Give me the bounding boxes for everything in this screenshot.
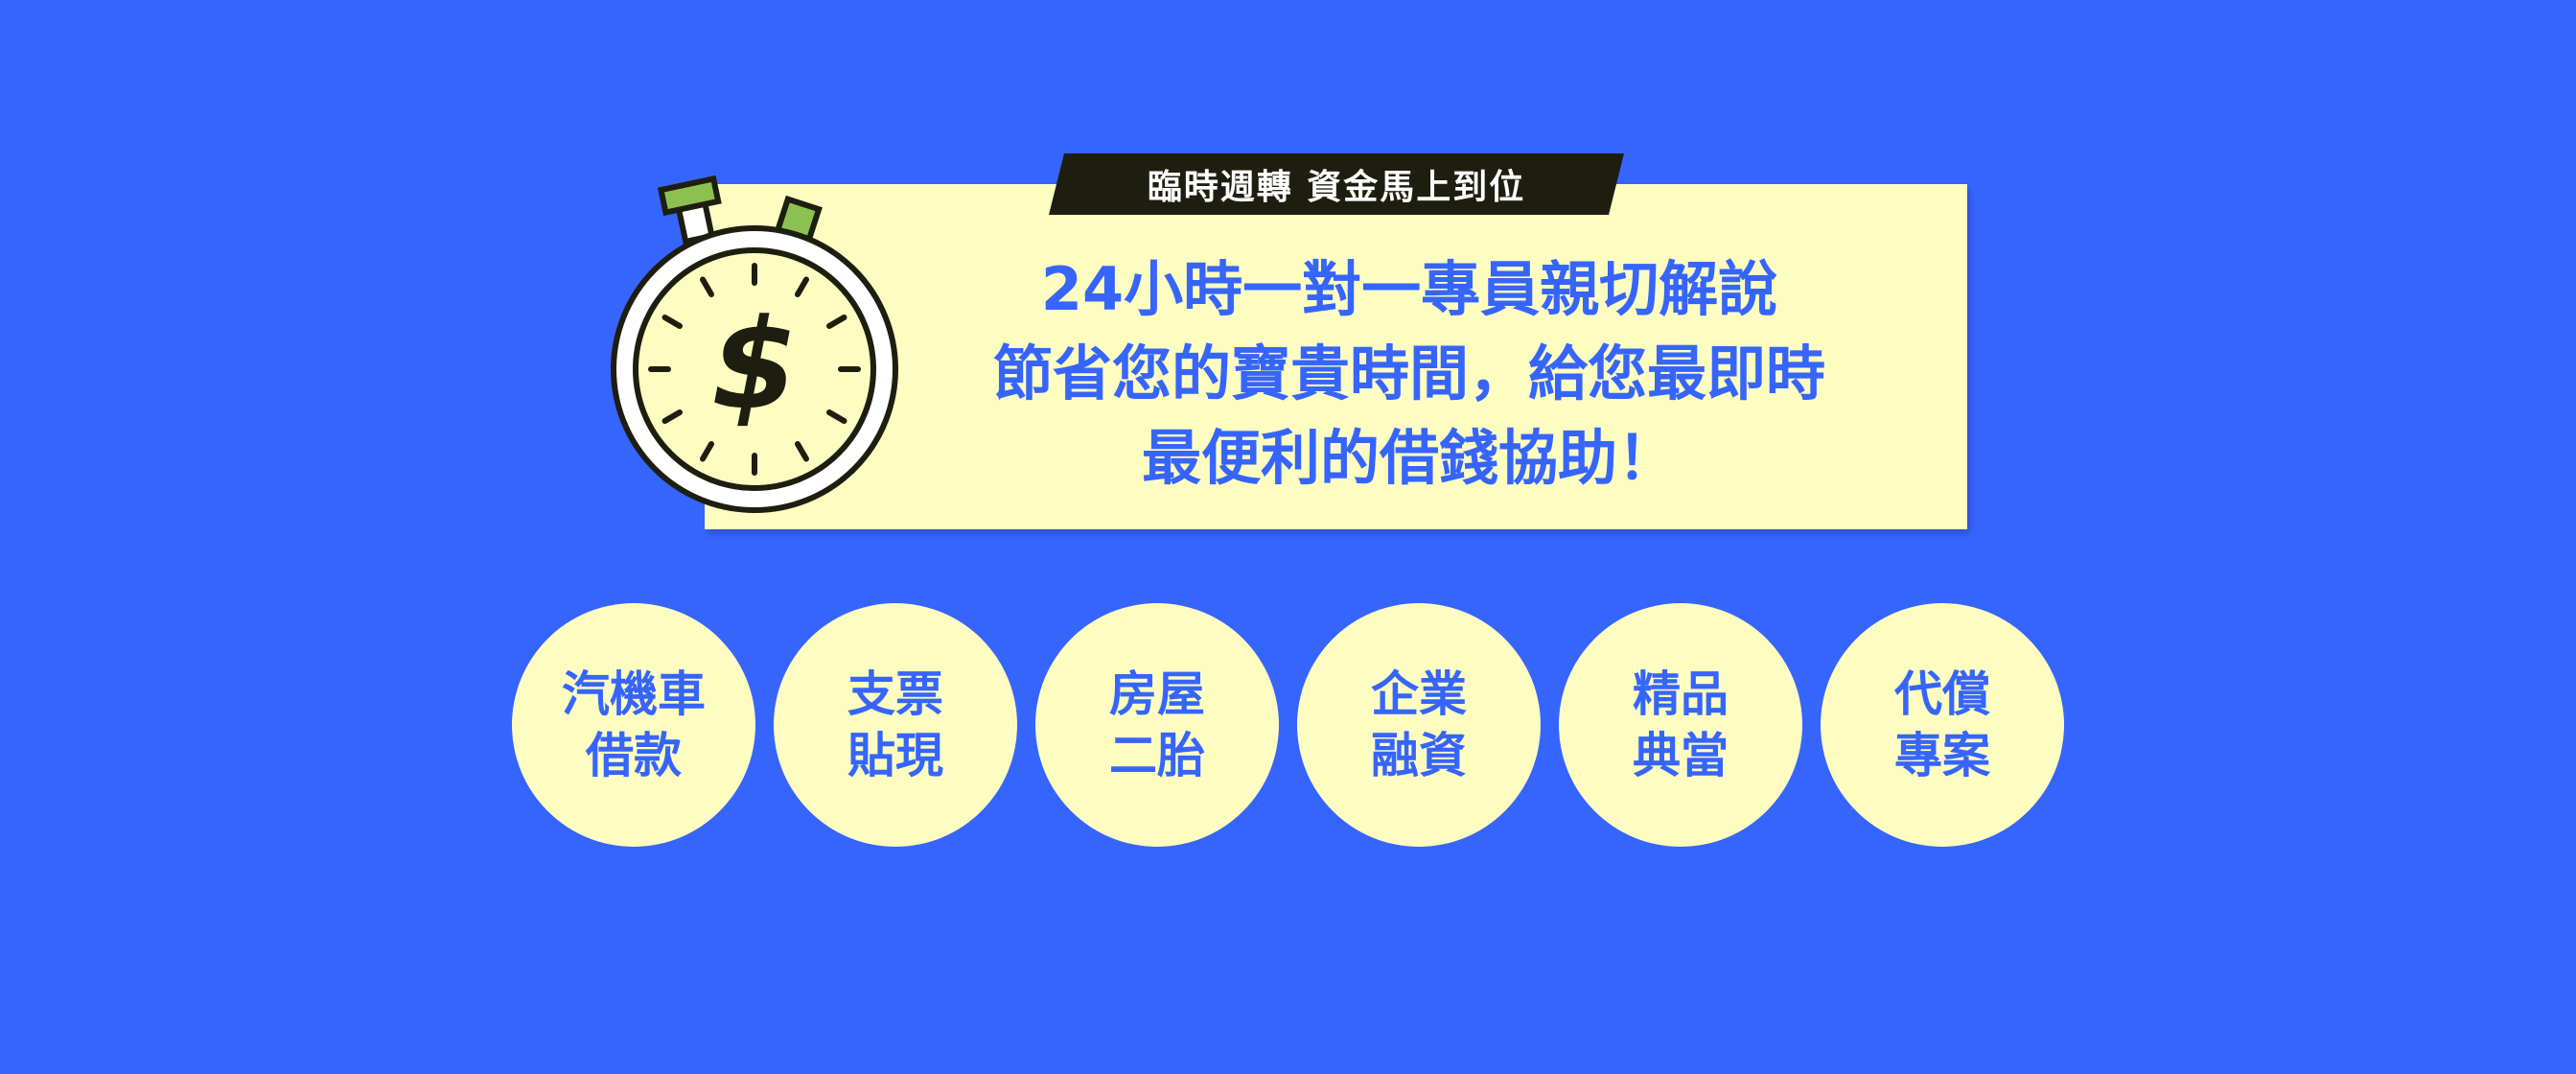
tag-bar: 臨時週轉 資金馬上到位 xyxy=(1049,153,1624,215)
service-label-line1: 汽機車 xyxy=(562,666,706,722)
stopwatch-dollar-icon: $ xyxy=(599,173,916,518)
banner-card xyxy=(705,184,1967,529)
service-label-line2: 貼現 xyxy=(847,728,943,783)
headline: 24小時一對一專員親切解說 節省您的寶貴時間，給您最即時 最便利的借錢協助！ xyxy=(949,247,1869,501)
service-label-line2: 專案 xyxy=(1894,728,1990,783)
service-label-line1: 企業 xyxy=(1371,666,1467,722)
service-label-line1: 支票 xyxy=(847,666,943,722)
service-car-loan[interactable]: 汽機車 借款 xyxy=(512,603,755,847)
headline-line-2: 節省您的寶貴時間，給您最即時 xyxy=(992,339,1825,409)
service-business-financing[interactable]: 企業 融資 xyxy=(1297,603,1541,847)
tag-text: 臨時週轉 資金馬上到位 xyxy=(1147,168,1526,207)
services-row: 汽機車 借款 支票 貼現 房屋 二胎 企業 融資 精品 典當 代償 專案 xyxy=(512,603,2065,849)
headline-line-1: 24小時一對一專員親切解說 xyxy=(1040,254,1778,324)
service-check-discount[interactable]: 支票 貼現 xyxy=(774,603,1017,847)
service-label-line2: 二胎 xyxy=(1109,728,1205,783)
svg-text:$: $ xyxy=(711,292,798,437)
service-label-line2: 融資 xyxy=(1371,728,1467,783)
service-debt-consolidation[interactable]: 代償 專案 xyxy=(1821,603,2064,847)
headline-line-3: 最便利的借錢協助！ xyxy=(1141,423,1677,493)
service-label-line2: 典當 xyxy=(1633,728,1729,783)
service-label-line2: 借款 xyxy=(586,728,682,783)
service-luxury-pawn[interactable]: 精品 典當 xyxy=(1559,603,1802,847)
service-label-line1: 精品 xyxy=(1633,666,1729,722)
service-label-line1: 房屋 xyxy=(1109,666,1205,722)
service-label-line1: 代償 xyxy=(1894,666,1990,722)
service-second-mortgage[interactable]: 房屋 二胎 xyxy=(1035,603,1279,847)
